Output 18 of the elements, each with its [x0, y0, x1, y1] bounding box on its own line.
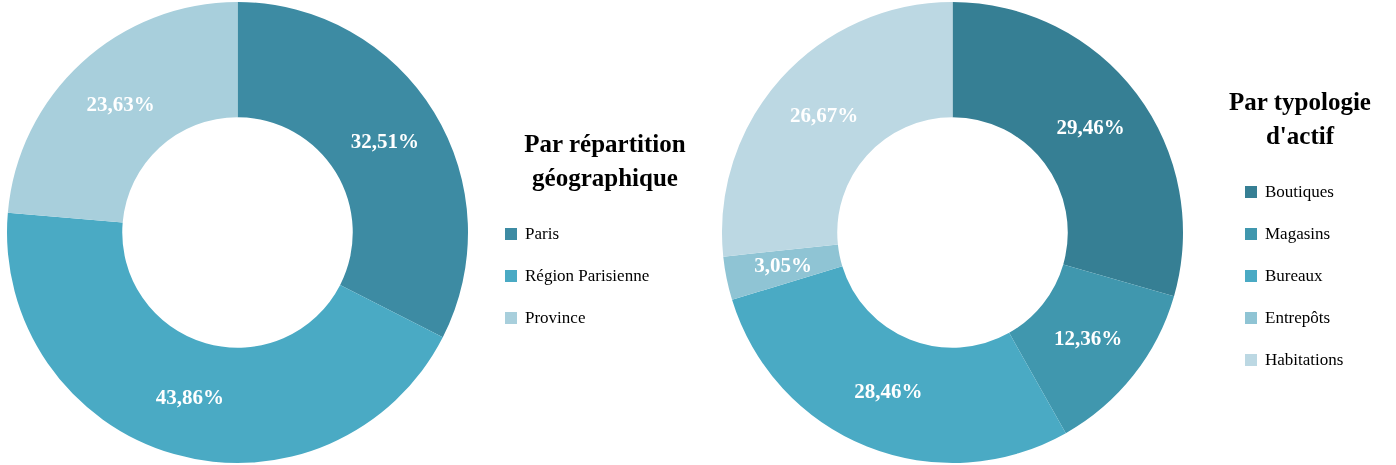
data-label: 12,36% [1054, 326, 1123, 351]
data-label: 26,67% [789, 103, 859, 128]
data-label: 32,51% [350, 128, 420, 153]
legend-label: Magasins [1265, 223, 1331, 244]
legend-label: Bureaux [1265, 265, 1323, 286]
data-label: 3,05% [754, 253, 812, 278]
data-label: 28,46% [854, 379, 923, 404]
legend-label: Habitations [1265, 349, 1344, 370]
legend-title: Par répartition géographique [523, 128, 687, 193]
legend-title: Par typologie d'actif [1228, 86, 1372, 151]
data-label: 23,63% [86, 91, 155, 116]
legend-label: Région Parisienne [525, 265, 650, 286]
legend-label: Paris [525, 223, 559, 244]
legend-label: Boutiques [1265, 181, 1334, 202]
data-label: 43,86% [155, 385, 225, 410]
legend-label: Province [525, 307, 586, 328]
data-label: 29,46% [1056, 114, 1125, 139]
legend-label: Entrepôts [1265, 307, 1331, 328]
